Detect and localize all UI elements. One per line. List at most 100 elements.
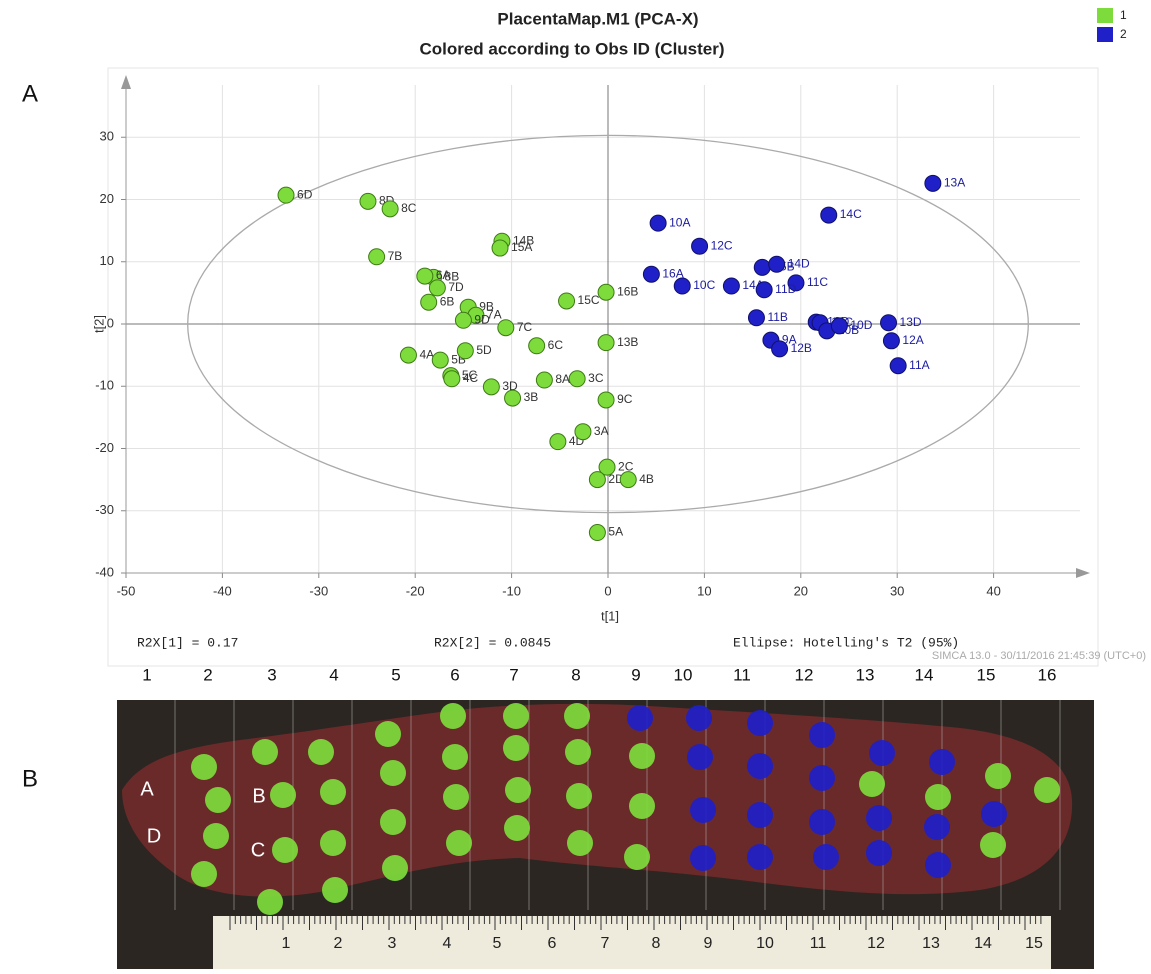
plot-frame xyxy=(107,67,1099,667)
point-label: 4B xyxy=(639,472,654,486)
point xyxy=(574,423,592,441)
ruler xyxy=(213,916,1051,974)
chart-subtitle: Colored according to Obs ID (Cluster) xyxy=(419,39,724,58)
point-label: 5A xyxy=(608,525,623,539)
point xyxy=(399,346,417,364)
sample-dot xyxy=(252,739,278,765)
ruler-number: 2 xyxy=(334,935,343,952)
x-tick-label: -20 xyxy=(406,583,425,598)
sample-dot xyxy=(627,705,653,731)
sample-dot xyxy=(809,809,835,835)
y-tick-label: 10 xyxy=(100,253,114,268)
sample-dot xyxy=(747,802,773,828)
sample-dot xyxy=(442,744,468,770)
point xyxy=(277,186,295,204)
ruler-number: 4 xyxy=(443,935,452,952)
point-label: 3B xyxy=(524,390,539,404)
x-axis-label: t[1] xyxy=(601,608,619,623)
point xyxy=(535,371,553,389)
x-tick-label: -40 xyxy=(213,583,232,598)
column-number: 1 xyxy=(142,665,151,684)
point xyxy=(924,174,942,192)
point-label: 2C xyxy=(618,459,634,473)
ruler-number: 3 xyxy=(388,935,397,952)
y-tick-label: -10 xyxy=(95,378,114,393)
point-label: 11B xyxy=(767,310,787,324)
sample-dot xyxy=(985,763,1011,789)
footer-text: Ellipse: Hotelling's T2 (95%) xyxy=(733,635,959,650)
column-number: 14 xyxy=(915,665,934,684)
x-tick-label: 20 xyxy=(794,583,808,598)
sample-dot xyxy=(866,805,892,831)
point xyxy=(673,277,691,295)
column-number: 4 xyxy=(329,665,338,684)
point xyxy=(880,314,898,332)
sample-dot xyxy=(443,784,469,810)
sample-dot xyxy=(564,703,590,729)
ruler-number: 1 xyxy=(282,935,291,952)
sample-dot xyxy=(380,809,406,835)
sample-dot xyxy=(747,753,773,779)
sample-dot xyxy=(257,889,283,915)
point xyxy=(722,277,740,295)
point-label: 9C xyxy=(617,392,633,406)
point-label: 13A xyxy=(944,175,965,189)
column-number: 15 xyxy=(977,665,996,684)
ruler-number: 9 xyxy=(704,935,713,952)
sample-dot xyxy=(272,837,298,863)
row-label: B xyxy=(252,785,265,807)
point-label: 3D xyxy=(502,379,518,393)
legend-label: 2 xyxy=(1120,27,1127,41)
point xyxy=(755,281,773,299)
point xyxy=(882,332,900,350)
sample-dot xyxy=(1034,777,1060,803)
point-label: 15C xyxy=(578,293,600,307)
point-label: 8B xyxy=(445,269,460,283)
chart-title: PlacentaMap.M1 (PCA-X) xyxy=(497,9,698,28)
point xyxy=(528,337,546,355)
sample-dot xyxy=(446,830,472,856)
footer-text: R2X[2] = 0.0845 xyxy=(434,635,551,650)
point xyxy=(428,279,446,297)
x-axis-arrow xyxy=(1076,568,1090,578)
sample-dot xyxy=(925,852,951,878)
x-tick-label: 0 xyxy=(604,583,611,598)
point-label: 13D xyxy=(900,315,922,329)
sample-dot xyxy=(690,845,716,871)
point-label: 13B xyxy=(617,335,638,349)
point-label: 7B xyxy=(388,249,403,263)
point-label: 12B xyxy=(791,341,812,355)
column-number: 7 xyxy=(509,665,518,684)
y-axis-label: t[2] xyxy=(91,315,106,333)
point-label: 7A xyxy=(487,307,502,321)
point-label: 10A xyxy=(669,215,690,229)
y-tick-label: -30 xyxy=(95,502,114,517)
point-label: 4C xyxy=(463,371,479,385)
column-number: 6 xyxy=(450,665,459,684)
column-number: 3 xyxy=(267,665,276,684)
x-tick-label: -50 xyxy=(117,583,136,598)
x-tick-label: -10 xyxy=(502,583,521,598)
point xyxy=(768,255,786,273)
point xyxy=(420,293,438,311)
sample-dot xyxy=(747,710,773,736)
y-tick-label: 0 xyxy=(107,315,114,330)
column-number: 2 xyxy=(203,665,212,684)
legend-swatch xyxy=(1097,27,1113,42)
point-label: 14D xyxy=(788,256,810,270)
point xyxy=(642,265,660,283)
sample-dot xyxy=(924,814,950,840)
point-label: 6B xyxy=(440,294,455,308)
point-label: 6C xyxy=(548,338,564,352)
point xyxy=(368,248,386,266)
sample-dot xyxy=(925,784,951,810)
point xyxy=(454,311,472,329)
point xyxy=(588,524,606,542)
point-label: 14C xyxy=(840,207,862,221)
sample-dot xyxy=(504,815,530,841)
point-label: 9D xyxy=(474,312,490,326)
point-label: 6A xyxy=(436,268,451,282)
point-label: 12A xyxy=(902,333,923,347)
